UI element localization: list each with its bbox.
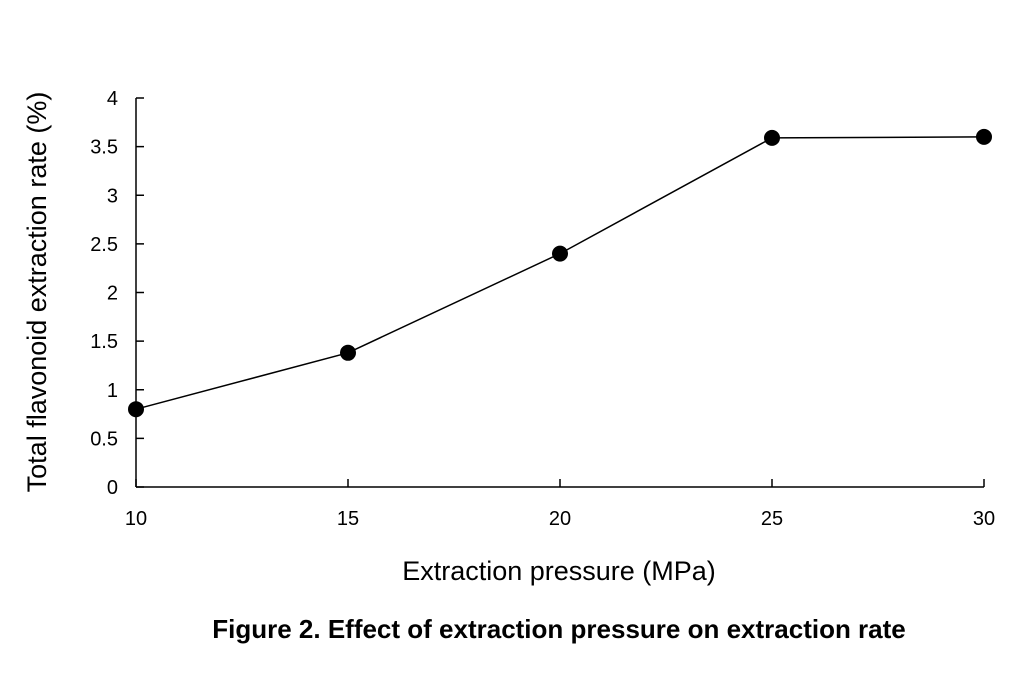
x-tick-label: 10 bbox=[125, 508, 147, 530]
x-axis: 10 15 20 25 30 bbox=[125, 479, 995, 530]
x-axis-title: Extraction pressure (MPa) bbox=[402, 556, 716, 586]
data-point bbox=[340, 344, 356, 361]
plot-area bbox=[128, 128, 992, 418]
y-tick-label: 2 bbox=[107, 283, 118, 305]
x-tick-label: 30 bbox=[973, 508, 995, 530]
y-tick-label: 0 bbox=[107, 477, 118, 499]
data-point bbox=[552, 245, 568, 262]
y-axis: 0 0.5 1 1.5 2 2.5 3 3.5 4 bbox=[90, 88, 144, 499]
y-axis-title: Total flavonoid extraction rate (%) bbox=[22, 92, 52, 493]
x-tick-label: 20 bbox=[549, 508, 571, 530]
y-tick-label: 1.5 bbox=[90, 331, 118, 353]
figure-caption: Figure 2. Effect of extraction pressure … bbox=[212, 614, 906, 644]
y-tick-label: 1 bbox=[107, 380, 118, 402]
data-point bbox=[976, 128, 992, 145]
data-point bbox=[764, 129, 780, 146]
y-tick-label: 3 bbox=[107, 185, 118, 207]
data-point bbox=[128, 401, 144, 418]
y-tick-label: 2.5 bbox=[90, 234, 118, 256]
y-tick-label: 0.5 bbox=[90, 428, 118, 450]
series-line bbox=[135, 136, 985, 410]
y-tick-label: 3.5 bbox=[90, 137, 118, 159]
y-tick-label: 4 bbox=[107, 88, 118, 110]
x-tick-label: 25 bbox=[761, 508, 783, 530]
x-tick-label: 15 bbox=[337, 508, 359, 530]
